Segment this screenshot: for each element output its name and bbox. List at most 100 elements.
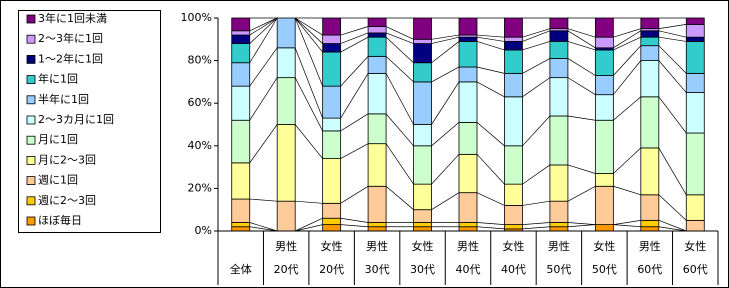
series-connector [385,73,414,125]
bar-segment [504,224,523,230]
series-connector [613,28,641,38]
bar-segment [549,226,569,232]
legend-label: ほぼ毎日 [38,214,82,227]
bar-segment [322,34,342,44]
bar-segment [504,72,523,98]
series-connector [431,36,460,44]
bar-segment [685,194,705,221]
series-connector [340,36,369,53]
series-connector [249,17,278,63]
bar-segment [322,17,342,36]
bar-segment [504,183,523,206]
bar-segment [231,162,251,200]
series-connector [340,32,369,44]
bar-segment [640,219,660,228]
bar-segment [549,30,569,42]
bar-segment [458,66,478,83]
series-connector [249,17,278,32]
bar-segment [367,17,387,27]
bar-segment [231,222,251,228]
bar-segment [367,36,387,57]
series-connector [249,124,278,164]
bar-segment [231,30,251,36]
series-connector [431,66,460,83]
bar-segment [322,202,342,219]
legend-swatch [26,55,36,64]
series-connector [476,81,505,98]
series-connector [295,224,323,232]
series-connector [567,222,596,225]
bar-segment [276,200,296,232]
legend-swatch [26,216,36,226]
series-connector [340,217,369,223]
series-connector [249,198,278,202]
series-connector [340,224,369,228]
bar-segment [276,47,296,79]
series-connector [613,220,641,225]
series-connector [476,66,505,74]
bar-segment [322,43,342,53]
legend-label: 週に1回 [38,174,78,187]
legend-swatch [26,135,36,145]
series-connector [613,185,641,196]
series-connector [385,186,414,210]
bar-segment [594,17,614,38]
bar-segment [458,121,478,155]
bar-segment [685,41,705,74]
bar-segment [458,36,478,42]
bar-segment [640,96,660,149]
series-connector [658,147,687,195]
bar-segment [594,75,614,96]
x-tick-label: 女性 [321,239,343,253]
y-tick-label: 40% [188,139,212,152]
series-connector [385,26,414,40]
bar-segment [685,17,705,25]
bar-segment [458,153,478,194]
series-connector [431,81,460,125]
bar-segment [231,226,251,232]
series-connector [340,56,369,87]
bar-segment [549,200,569,223]
series-connector [613,36,641,51]
bar-segment [322,130,342,159]
x-tick-label: 女性 [684,239,706,253]
series-connector [249,77,278,121]
series-connector [476,222,505,225]
bar-segment [413,81,432,125]
series-connector [476,36,505,42]
series-connector [249,226,278,232]
series-connector [294,47,323,119]
legend-swatch [26,95,36,105]
series-connector [476,226,505,230]
y-tick-label: 20% [188,181,212,194]
x-tick-label: 60代 [683,263,708,276]
bar-segment [594,119,614,174]
x-tick-label: 30代 [410,263,435,276]
x-tick-label: 40代 [501,263,526,276]
series-connector [658,194,687,221]
bar-segment [640,30,660,38]
bar-segment [276,17,296,49]
bar-segment [685,36,705,42]
x-tick-label: 20代 [319,263,344,276]
bar-segment [367,113,387,145]
series-connector [431,34,460,40]
bar-segment [458,192,478,223]
x-tick-label: 50代 [592,263,617,276]
series-connector [294,17,323,44]
bar-segment [413,226,432,232]
bar-segment [640,36,660,47]
series-connector [294,124,323,159]
bar-segment [231,62,251,87]
legend-swatch [26,176,36,186]
series-connector [431,154,460,185]
bar-segment [413,145,432,185]
bar-segment [685,23,705,38]
bar-segment [413,183,432,211]
legend-swatch [26,155,36,165]
legend-swatch [26,75,36,84]
legend-label: 2～3カ月に1回 [38,113,114,126]
x-tick-label: 男性 [366,239,388,253]
series-connector [522,30,551,42]
